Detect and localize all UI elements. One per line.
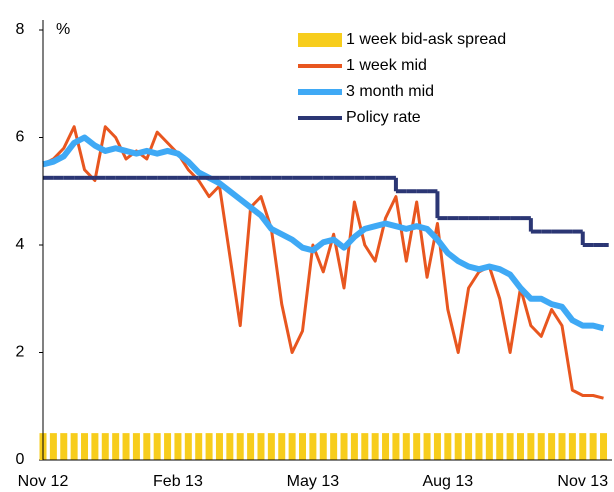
bar xyxy=(153,433,161,460)
y-tick-label: 4 xyxy=(16,236,25,253)
bar xyxy=(496,433,504,460)
bar xyxy=(101,433,109,460)
bar xyxy=(226,433,234,460)
y-axis-label: % xyxy=(56,21,70,38)
legend-label: 1 week bid-ask spread xyxy=(346,31,506,48)
bar xyxy=(465,433,473,460)
bar xyxy=(49,433,57,460)
bar xyxy=(548,433,556,460)
bar xyxy=(382,433,390,460)
y-tick-label: 2 xyxy=(16,344,25,361)
bar xyxy=(527,433,535,460)
bar xyxy=(558,433,566,460)
bar xyxy=(485,433,493,460)
bar xyxy=(537,433,545,460)
bar xyxy=(81,433,89,460)
bar xyxy=(195,433,203,460)
bar xyxy=(205,433,213,460)
bar xyxy=(475,433,483,460)
bar xyxy=(579,433,587,460)
bar xyxy=(319,433,327,460)
bar xyxy=(143,433,151,460)
bar xyxy=(215,433,223,460)
bar xyxy=(91,433,99,460)
bar xyxy=(164,433,172,460)
bar xyxy=(392,433,400,460)
bar xyxy=(309,433,317,460)
bar xyxy=(60,433,68,460)
bar xyxy=(413,433,421,460)
legend-label: Policy rate xyxy=(346,109,421,126)
x-tick-label: Nov 13 xyxy=(557,473,608,490)
bar xyxy=(184,433,192,460)
x-tick-label: Feb 13 xyxy=(153,473,203,490)
bar xyxy=(257,433,265,460)
bar xyxy=(247,433,255,460)
bar xyxy=(132,433,140,460)
bar xyxy=(568,433,576,460)
line xyxy=(42,134,605,332)
bar xyxy=(371,433,379,460)
bar xyxy=(361,433,369,460)
bar xyxy=(350,433,358,460)
bar xyxy=(506,433,514,460)
legend-swatch xyxy=(298,33,342,47)
bar xyxy=(454,433,462,460)
bar xyxy=(122,433,130,460)
line xyxy=(42,125,604,400)
y-tick-label: 0 xyxy=(16,451,25,468)
bar xyxy=(402,433,410,460)
bar xyxy=(340,433,348,460)
bar xyxy=(299,433,306,460)
bar xyxy=(516,433,524,460)
bar xyxy=(589,433,597,460)
y-tick-label: 8 xyxy=(16,21,25,38)
bar xyxy=(236,433,244,460)
bar xyxy=(278,433,286,460)
bar xyxy=(174,433,182,460)
bar xyxy=(267,433,275,460)
bar xyxy=(433,433,441,460)
bar xyxy=(288,433,296,460)
bar xyxy=(330,433,338,460)
bar xyxy=(112,433,120,460)
y-tick-label: 6 xyxy=(16,129,25,146)
legend-label: 3 month mid xyxy=(346,83,434,100)
legend-label: 1 week mid xyxy=(346,57,427,74)
bar xyxy=(70,433,78,460)
x-tick-label: May 13 xyxy=(287,473,340,490)
bar xyxy=(423,433,431,460)
bar xyxy=(600,433,608,460)
bar xyxy=(444,433,452,460)
x-tick-label: Nov 12 xyxy=(18,473,69,490)
x-tick-label: Aug 13 xyxy=(422,473,473,490)
